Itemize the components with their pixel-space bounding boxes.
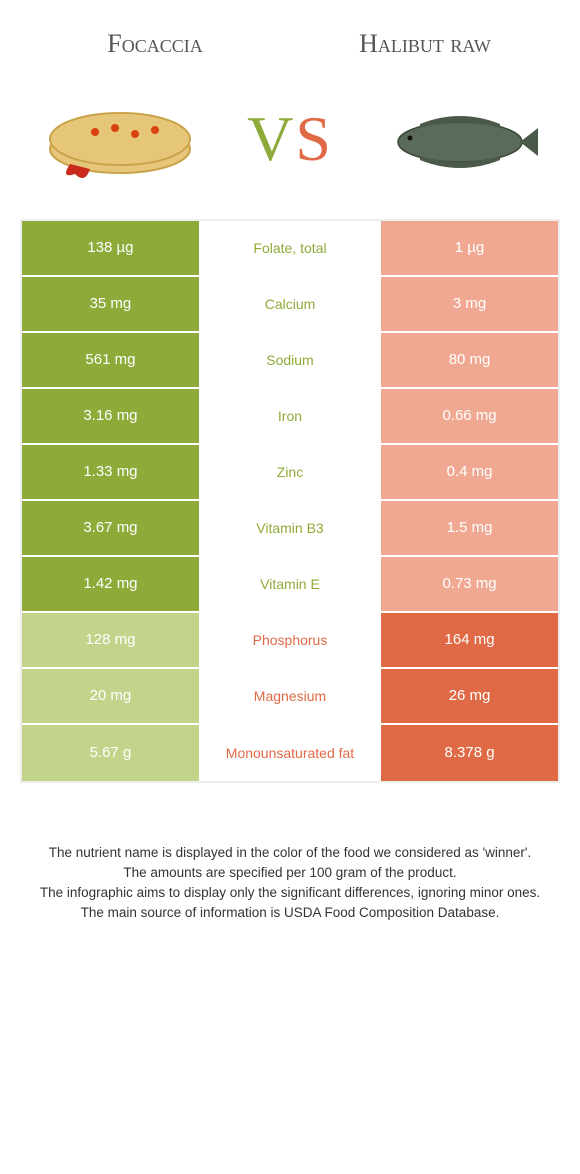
left-value: 1.33 mg [22,445,199,499]
footnotes: The nutrient name is displayed in the co… [0,783,580,924]
vs-row: VS [0,69,580,219]
table-row: 1.33 mgZinc0.4 mg [22,445,558,501]
table-row: 561 mgSodium80 mg [22,333,558,389]
vs-label: VS [247,102,333,176]
right-value: 26 mg [381,669,558,723]
header: Focaccia Halibut raw [0,0,580,69]
focaccia-image [40,89,200,189]
vs-v: V [247,103,295,174]
vs-s: S [295,103,333,174]
table-row: 5.67 gMonounsaturated fat8.378 g [22,725,558,781]
nutrient-name: Monounsaturated fat [199,725,381,781]
table-row: 138 µgFolate, total1 µg [22,221,558,277]
footnote-line: The infographic aims to display only the… [30,883,550,903]
right-value: 1.5 mg [381,501,558,555]
left-value: 1.42 mg [22,557,199,611]
right-value: 80 mg [381,333,558,387]
left-value: 138 µg [22,221,199,275]
footnote-line: The amounts are specified per 100 gram o… [30,863,550,883]
footnote-line: The nutrient name is displayed in the co… [30,843,550,863]
nutrient-name: Folate, total [199,221,381,275]
table-row: 35 mgCalcium3 mg [22,277,558,333]
nutrient-name: Sodium [199,333,381,387]
right-value: 1 µg [381,221,558,275]
nutrient-name: Zinc [199,445,381,499]
right-food-title: Halibut raw [304,30,547,59]
table-row: 128 mgPhosphorus164 mg [22,613,558,669]
nutrient-name: Magnesium [199,669,381,723]
nutrient-name: Calcium [199,277,381,331]
table-row: 3.16 mgIron0.66 mg [22,389,558,445]
left-value: 128 mg [22,613,199,667]
left-value: 20 mg [22,669,199,723]
footnote-line: The main source of information is USDA F… [30,903,550,923]
left-value: 5.67 g [22,725,199,781]
right-value: 3 mg [381,277,558,331]
table-row: 1.42 mgVitamin E0.73 mg [22,557,558,613]
left-value: 35 mg [22,277,199,331]
table-row: 3.67 mgVitamin B31.5 mg [22,501,558,557]
right-value: 164 mg [381,613,558,667]
left-value: 3.67 mg [22,501,199,555]
halibut-image [380,89,540,189]
right-value: 0.66 mg [381,389,558,443]
nutrient-name: Vitamin B3 [199,501,381,555]
left-value: 3.16 mg [22,389,199,443]
right-value: 8.378 g [381,725,558,781]
nutrient-name: Vitamin E [199,557,381,611]
nutrient-table: 138 µgFolate, total1 µg35 mgCalcium3 mg5… [20,219,560,783]
nutrient-name: Phosphorus [199,613,381,667]
right-value: 0.73 mg [381,557,558,611]
left-value: 561 mg [22,333,199,387]
right-value: 0.4 mg [381,445,558,499]
left-food-title: Focaccia [34,30,277,59]
table-row: 20 mgMagnesium26 mg [22,669,558,725]
nutrient-name: Iron [199,389,381,443]
